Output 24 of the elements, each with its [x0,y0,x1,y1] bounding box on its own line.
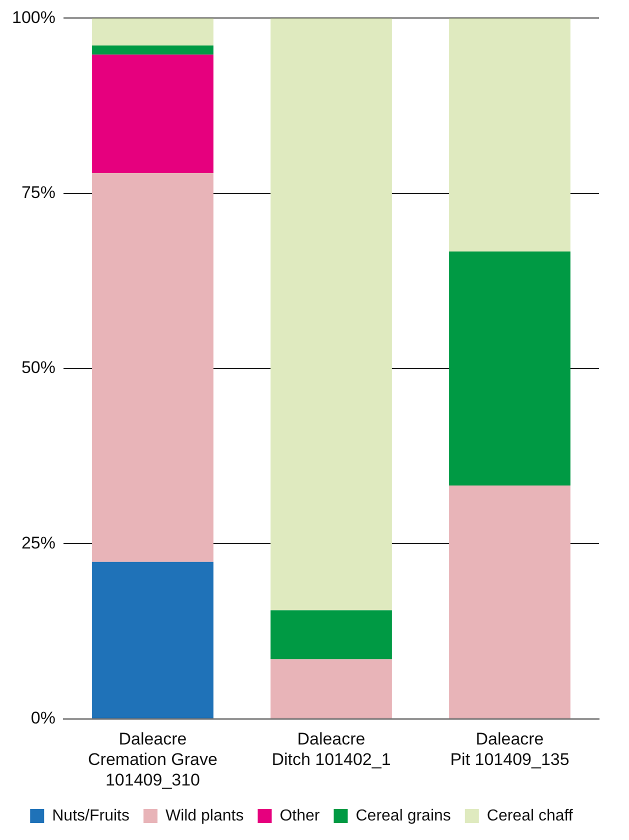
y-tick-label: 25% [21,533,56,552]
legend-label: Wild plants [165,807,244,824]
bar [270,18,392,610]
bar [449,18,570,252]
bar [92,173,214,562]
bar [449,486,570,718]
bar [270,610,392,660]
legend-label: Cereal grains [356,807,451,824]
x-tick-label: Daleacre Ditch 101402_1 [272,730,391,770]
bar [92,46,214,55]
bar [449,252,570,486]
y-tick-label: 75% [21,183,56,202]
bar [92,562,214,718]
bar [92,54,214,174]
x-tick-label: Daleacre Pit 101409_135 [450,730,570,770]
legend-label: Cereal chaff [486,807,574,824]
y-tick-label: 50% [21,358,56,378]
y-tick-label: 100% [12,8,56,27]
legend-label: Nuts/Fruits [52,807,130,824]
x-tick-label: Daleacre Cremation Grave 101409_310 [88,730,218,790]
bar [92,18,214,46]
legend-label: Other [280,807,320,824]
y-tick-label: 0% [30,708,56,728]
bar [270,659,392,718]
